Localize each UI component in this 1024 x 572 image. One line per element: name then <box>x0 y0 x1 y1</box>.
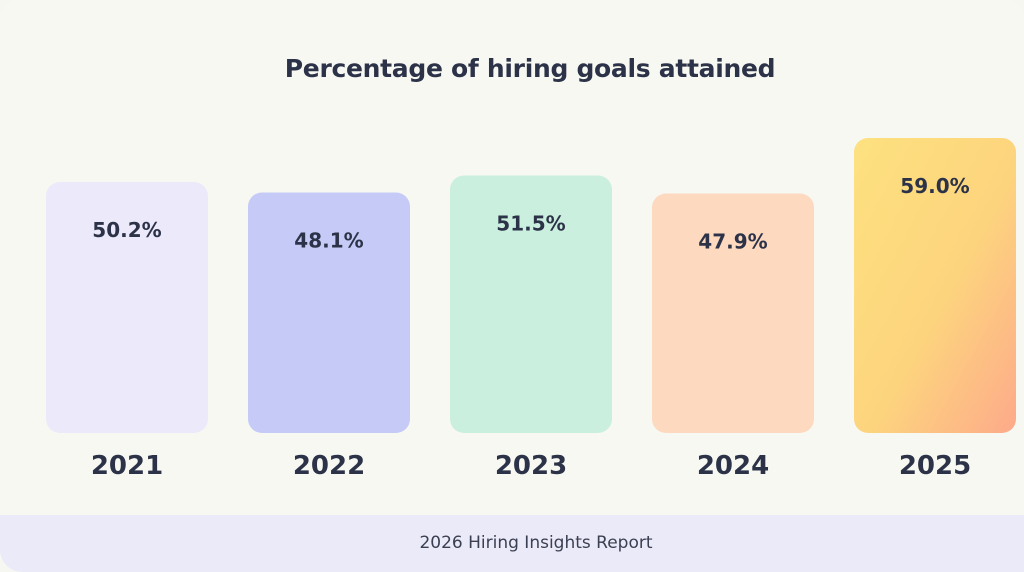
footer-band: 2026 Hiring Insights Report <box>0 515 1024 572</box>
bar-2021 <box>46 182 208 433</box>
data-label-2022: 48.1% <box>294 229 363 253</box>
data-label-2021: 50.2% <box>92 218 161 242</box>
chart-title: Percentage of hiring goals attained <box>284 54 776 83</box>
x-tick-label-2023: 2023 <box>495 451 567 481</box>
data-label-2025: 59.0% <box>900 174 969 198</box>
x-tick-label-2025: 2025 <box>899 451 971 481</box>
bar-2023 <box>450 175 612 433</box>
bar-2025 <box>854 138 1016 433</box>
data-label-2024: 47.9% <box>698 230 767 254</box>
x-tick-label-2022: 2022 <box>293 451 365 481</box>
x-tick-label-2024: 2024 <box>697 451 769 481</box>
x-tick-label-2021: 2021 <box>91 451 163 481</box>
bar-2024 <box>652 193 814 433</box>
bar-chart: 50.2% 2021 48.1% 2022 51.5% 2023 47.9% 2024 59.0… <box>46 138 1016 481</box>
data-label-2023: 51.5% <box>496 212 565 236</box>
footer-text: 2026 Hiring Insights Report <box>419 533 653 553</box>
bar-2022 <box>248 192 410 433</box>
